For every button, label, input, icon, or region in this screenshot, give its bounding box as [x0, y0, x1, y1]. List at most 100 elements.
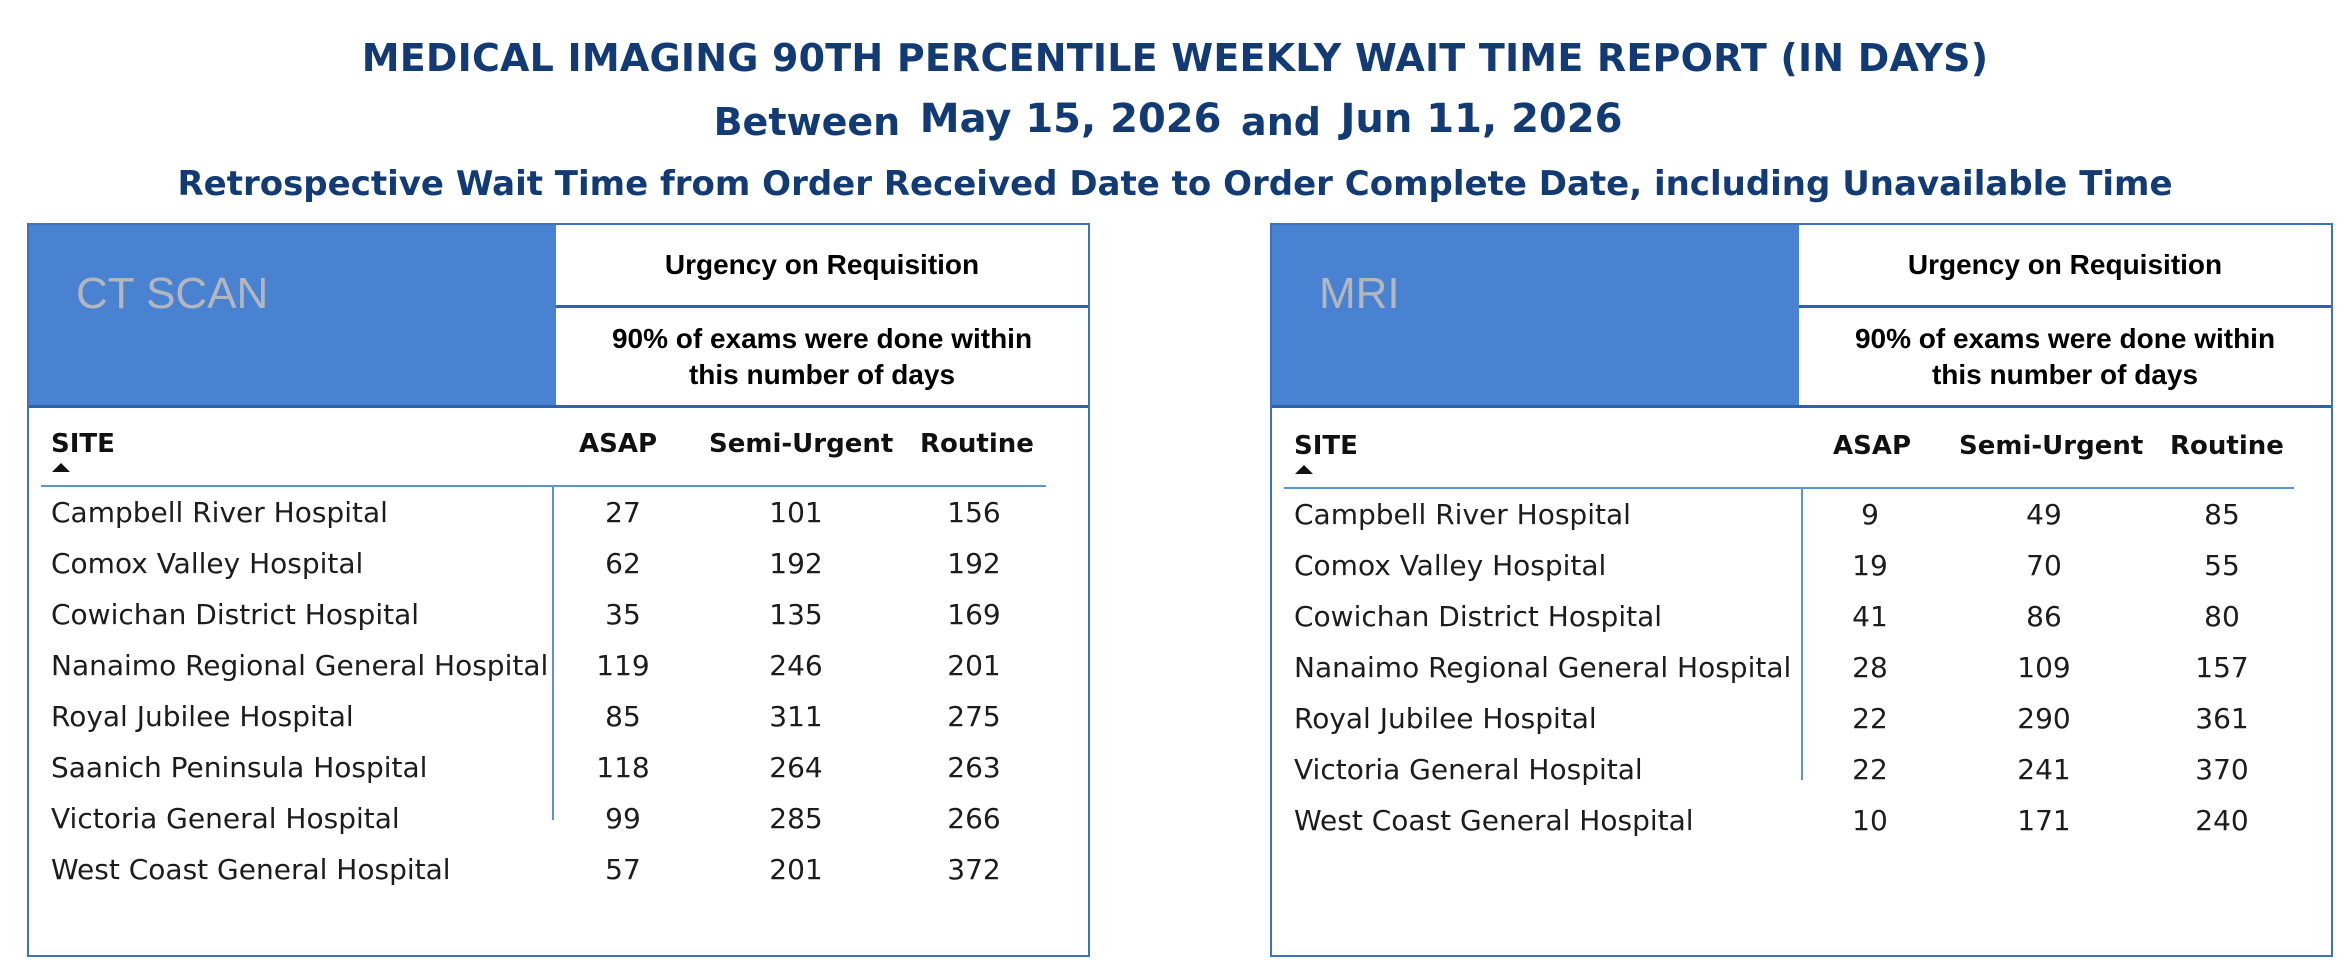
routine-cell: 192 — [947, 547, 1001, 580]
routine-cell: 370 — [2195, 753, 2249, 786]
table-row[interactable]: West Coast General Hospital 10 171 240 — [1272, 795, 2331, 846]
semi-urgent-cell: 201 — [769, 853, 823, 886]
routine-column-header[interactable]: Routine — [2170, 431, 2284, 461]
site-cell: Comox Valley Hospital — [1294, 549, 1607, 582]
asap-cell: 22 — [1852, 753, 1888, 786]
asap-column-header[interactable]: ASAP — [1833, 431, 1912, 461]
site-cell: Victoria General Hospital — [51, 802, 400, 835]
header-rule — [1272, 405, 2331, 408]
semi-urgent-cell: 109 — [2017, 651, 2071, 684]
ct-scan-panel: CT SCAN Urgency on Requisition 90% of ex… — [27, 223, 1090, 957]
asap-cell: 27 — [605, 496, 641, 529]
site-cell: West Coast General Hospital — [51, 853, 451, 886]
table-row[interactable]: Nanaimo Regional General Hospital 119 246 2… — [29, 640, 1088, 691]
routine-cell: 85 — [2204, 498, 2240, 531]
semi-urgent-cell: 70 — [2026, 549, 2062, 582]
asap-cell: 99 — [605, 802, 641, 835]
semi-urgent-cell: 246 — [769, 649, 823, 682]
site-cell: Royal Jubilee Hospital — [1294, 702, 1597, 735]
semi-urgent-column-header[interactable]: Semi-Urgent — [709, 429, 894, 459]
semi-urgent-cell: 171 — [2017, 804, 2071, 837]
table-row[interactable]: Campbell River Hospital 27 101 156 — [29, 487, 1088, 538]
semi-urgent-cell: 135 — [769, 598, 823, 631]
column-header-rule — [1284, 487, 2294, 489]
routine-cell: 201 — [947, 649, 1001, 682]
asap-cell: 85 — [605, 700, 641, 733]
asap-cell: 10 — [1852, 804, 1888, 837]
site-cell: Victoria General Hospital — [1294, 753, 1643, 786]
modality-header: MRI — [1272, 225, 1799, 407]
sort-ascending-icon[interactable] — [52, 463, 70, 472]
semi-urgent-cell: 86 — [2026, 600, 2062, 633]
semi-urgent-cell: 101 — [769, 496, 823, 529]
table-row[interactable]: Royal Jubilee Hospital 85 311 275 — [29, 691, 1088, 742]
urgency-header: Urgency on Requisition — [1799, 225, 2331, 308]
date-range: Between May 15, 2026 and Jun 11, 2026 — [0, 96, 2350, 144]
site-column-header[interactable]: SITE — [1294, 431, 1358, 461]
asap-cell: 19 — [1852, 549, 1888, 582]
site-column-divider — [1801, 488, 1803, 780]
asap-cell: 119 — [596, 649, 650, 682]
routine-cell: 361 — [2195, 702, 2249, 735]
asap-column-header[interactable]: ASAP — [579, 429, 658, 459]
routine-cell: 156 — [947, 496, 1001, 529]
routine-cell: 157 — [2195, 651, 2249, 684]
urgency-header: Urgency on Requisition — [556, 225, 1088, 308]
site-cell: Campbell River Hospital — [1294, 498, 1631, 531]
header-rule — [29, 405, 1088, 408]
routine-cell: 275 — [947, 700, 1001, 733]
table-row[interactable]: Comox Valley Hospital 62 192 192 — [29, 538, 1088, 589]
table-row[interactable]: Victoria General Hospital 99 285 266 — [29, 793, 1088, 844]
asap-cell: 118 — [596, 751, 650, 784]
asap-cell: 9 — [1861, 498, 1879, 531]
routine-cell: 266 — [947, 802, 1001, 835]
semi-urgent-cell: 264 — [769, 751, 823, 784]
site-cell: Saanich Peninsula Hospital — [51, 751, 428, 784]
asap-cell: 62 — [605, 547, 641, 580]
table-row[interactable]: Saanich Peninsula Hospital 118 264 263 — [29, 742, 1088, 793]
site-cell: Cowichan District Hospital — [1294, 600, 1663, 633]
site-column-header[interactable]: SITE — [51, 429, 115, 459]
percentile-note: 90% of exams were done within this numbe… — [611, 322, 1033, 390]
asap-cell: 28 — [1852, 651, 1888, 684]
routine-column-header[interactable]: Routine — [920, 429, 1034, 459]
site-cell: Cowichan District Hospital — [51, 598, 420, 631]
report-title: MEDICAL IMAGING 90TH PERCENTILE WEEKLY W… — [361, 36, 1989, 80]
semi-urgent-cell: 192 — [769, 547, 823, 580]
modality-label: MRI — [1319, 269, 1400, 318]
table-row[interactable]: Campbell River Hospital 9 49 85 — [1272, 489, 2331, 540]
percentile-note: 90% of exams were done within this numbe… — [1854, 322, 2276, 390]
semi-urgent-cell: 241 — [2017, 753, 2071, 786]
table-row[interactable]: Nanaimo Regional General Hospital 28 109 15… — [1272, 642, 2331, 693]
semi-urgent-column-header[interactable]: Semi-Urgent — [1959, 431, 2144, 461]
asap-cell: 41 — [1852, 600, 1888, 633]
site-cell: Nanaimo Regional General Hospital — [51, 649, 549, 682]
semi-urgent-cell: 290 — [2017, 702, 2071, 735]
sort-ascending-icon[interactable] — [1295, 465, 1313, 474]
site-cell: Comox Valley Hospital — [51, 547, 364, 580]
table-row[interactable]: Cowichan District Hospital 41 86 80 — [1272, 591, 2331, 642]
table-row[interactable]: Victoria General Hospital 22 241 370 — [1272, 744, 2331, 795]
table-row[interactable]: West Coast General Hospital 57 201 372 — [29, 844, 1088, 895]
semi-urgent-cell: 311 — [769, 700, 823, 733]
asap-cell: 35 — [605, 598, 641, 631]
semi-urgent-cell: 285 — [769, 802, 823, 835]
routine-cell: 372 — [947, 853, 1001, 886]
routine-cell: 55 — [2204, 549, 2240, 582]
site-cell: West Coast General Hospital — [1294, 804, 1694, 837]
table-row[interactable]: Comox Valley Hospital 19 70 55 — [1272, 540, 2331, 591]
site-column-divider — [552, 486, 554, 820]
mri-panel: MRI Urgency on Requisition 90% of exams … — [1270, 223, 2333, 957]
asap-cell: 22 — [1852, 702, 1888, 735]
between-label: Between — [713, 100, 901, 144]
and-label: and — [1241, 100, 1321, 144]
asap-cell: 57 — [605, 853, 641, 886]
modality-header: CT SCAN — [29, 225, 556, 407]
start-date[interactable]: May 15, 2026 — [919, 96, 1222, 142]
report-subtitle: Retrospective Wait Time from Order Recei… — [177, 164, 2173, 204]
table-row[interactable]: Cowichan District Hospital 35 135 169 — [29, 589, 1088, 640]
table-row[interactable]: Royal Jubilee Hospital 22 290 361 — [1272, 693, 2331, 744]
routine-cell: 263 — [947, 751, 1001, 784]
column-header-rule — [41, 485, 1046, 487]
end-date[interactable]: Jun 11, 2026 — [1340, 96, 1623, 142]
